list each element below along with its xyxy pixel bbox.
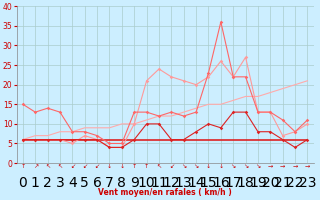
X-axis label: Vent moyen/en rafales ( km/h ): Vent moyen/en rafales ( km/h )	[98, 188, 232, 197]
